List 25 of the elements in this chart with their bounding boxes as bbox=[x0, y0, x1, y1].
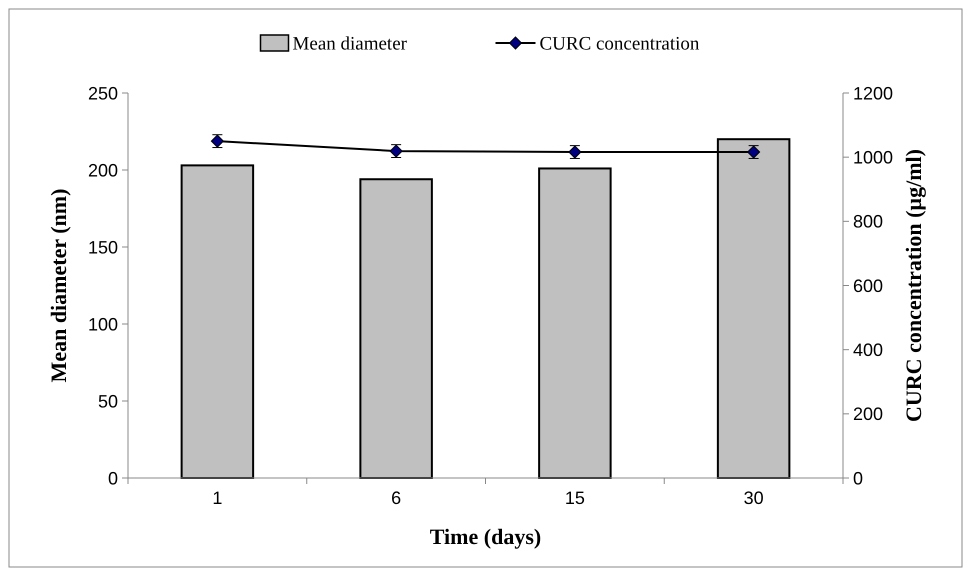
y2-tick-label: 1000 bbox=[853, 147, 894, 168]
legend-label: Mean diameter bbox=[292, 34, 408, 55]
y-axis-title: Mean diameter (nm) bbox=[46, 188, 71, 382]
bar bbox=[180, 164, 254, 479]
y-tick-label: 100 bbox=[88, 314, 118, 334]
x-tick-label: 15 bbox=[564, 488, 585, 508]
y-tick-label: 0 bbox=[108, 468, 118, 488]
y2-tick-label: 200 bbox=[853, 404, 884, 424]
y2-tick-label: 600 bbox=[853, 276, 884, 296]
y2-tick-label: 0 bbox=[853, 468, 864, 488]
y-tick-label: 250 bbox=[88, 83, 118, 104]
y2-tick-label: 1200 bbox=[853, 83, 894, 104]
bar bbox=[359, 178, 433, 479]
x-tick-label: 30 bbox=[744, 488, 764, 508]
y2-tick-label: 800 bbox=[853, 212, 884, 232]
bar bbox=[538, 167, 612, 479]
y2-axis-title: CURC concentration (µg/ml) bbox=[901, 149, 926, 422]
x-tick-label: 6 bbox=[391, 488, 402, 508]
y-tick-label: 150 bbox=[88, 237, 118, 258]
x-axis-title: Time (days) bbox=[430, 524, 542, 549]
x-tick-label: 1 bbox=[212, 488, 222, 508]
y2-tick-label: 400 bbox=[853, 340, 884, 360]
y-tick-label: 200 bbox=[88, 160, 118, 180]
y-tick-label: 50 bbox=[98, 391, 118, 412]
legend-label: CURC concentration bbox=[540, 34, 700, 55]
